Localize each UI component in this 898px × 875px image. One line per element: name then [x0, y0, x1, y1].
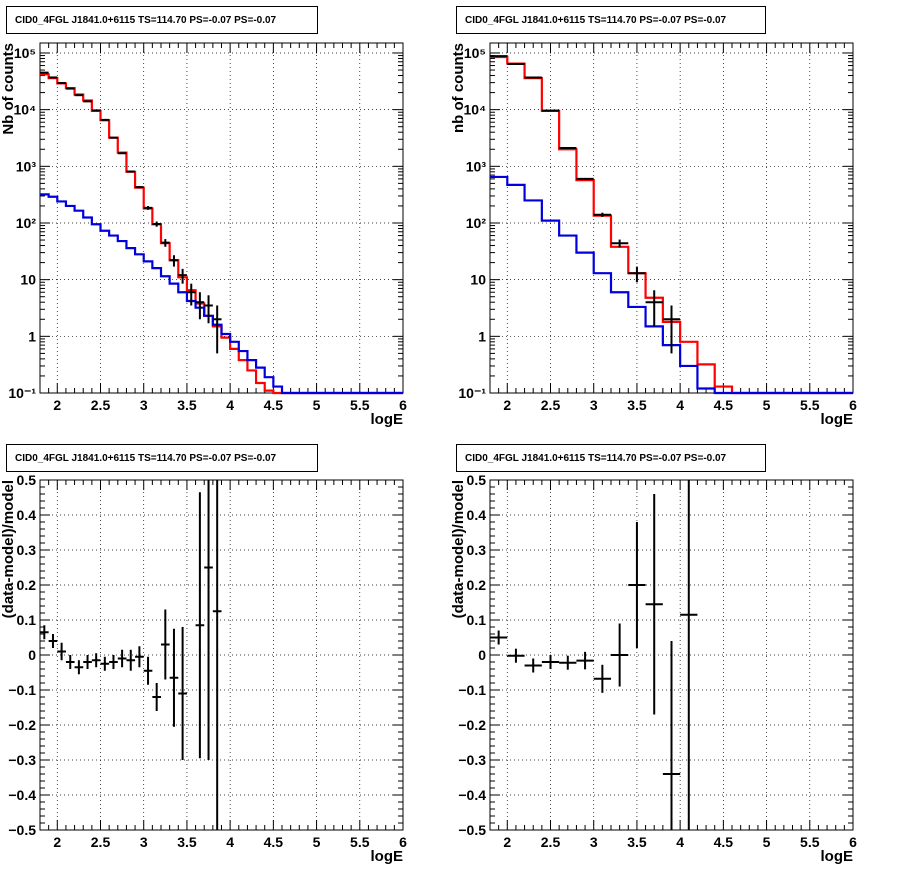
y-tick-label: 10 [20, 272, 36, 288]
y-tick-label: −0.2 [458, 717, 486, 733]
x-tick-label: 2.5 [541, 397, 561, 413]
y-tick-label: 0.2 [17, 577, 37, 593]
y-tick-label: 10³ [16, 158, 37, 174]
x-tick-label: 5 [313, 834, 321, 850]
plot-frame [39, 42, 404, 394]
y-tick-label: 1 [478, 328, 486, 344]
y-tick-label: 0.4 [17, 507, 37, 523]
x-tick-label: 4 [226, 397, 234, 413]
x-tick-label: 4.5 [264, 397, 284, 413]
y-tick-label: 0.3 [17, 542, 37, 558]
histogram-series-1 [40, 193, 403, 395]
y-tick-label: −0.1 [8, 682, 36, 698]
y-tick-label: 0.2 [467, 577, 487, 593]
x-tick-label: 2 [53, 834, 61, 850]
x-tick-label: 2 [503, 834, 511, 850]
y-tick-label: 10⁴ [14, 102, 37, 118]
y-tick-label: 0.5 [467, 472, 487, 488]
x-tick-label: 4 [226, 834, 234, 850]
plot-panel-3: 2 2.5 3 3.5 4 4.5 5 5.5 6 −0.5 −0.4 −0.3 −0.2 −0.1 0 0.… [450, 472, 857, 865]
y-tick-label: 10⁻¹ [8, 385, 36, 401]
y-tick-label: 0.5 [17, 472, 37, 488]
y-tick-label: 0.3 [467, 542, 487, 558]
x-tick-label: 5.5 [350, 834, 370, 850]
x-tick-label: 3.5 [177, 834, 197, 850]
y-tick-label: 0.1 [17, 612, 37, 628]
x-tick-label: 5 [763, 397, 771, 413]
x-axis-label: logE [821, 848, 854, 865]
y-tick-label: −0.1 [458, 682, 486, 698]
x-tick-label: 5 [313, 397, 321, 413]
x-tick-label: 6 [849, 834, 857, 850]
y-tick-label: −0.5 [458, 822, 486, 838]
x-tick-label: 3.5 [627, 397, 647, 413]
x-tick-label: 2 [53, 397, 61, 413]
y-tick-label: −0.2 [8, 717, 36, 733]
y-tick-label: 10⁵ [14, 45, 36, 61]
y-axis-label: (data-model)/model [0, 480, 17, 618]
title-box-bottom-left: CID0_4FGL J1841.0+6115 TS=114.70 PS=-0.0… [6, 444, 318, 472]
x-tick-label: 2.5 [91, 834, 111, 850]
y-tick-label: 0.4 [467, 507, 487, 523]
title-box-top-right: CID0_4FGL J1841.0+6115 TS=114.70 PS=-0.0… [456, 6, 766, 34]
title-box-top-left: CID0_4FGL J1841.0+6115 TS=114.70 PS=-0.0… [6, 6, 318, 34]
x-tick-label: 2 [503, 397, 511, 413]
y-tick-label: −0.4 [8, 787, 36, 803]
y-tick-label: −0.3 [8, 752, 36, 768]
x-tick-label: 4.5 [264, 834, 284, 850]
histogram-series-0 [40, 73, 403, 395]
y-tick-label: 1 [28, 328, 36, 344]
y-tick-label: 0 [28, 647, 36, 663]
y-tick-label: 10² [16, 215, 37, 231]
plot-panel-1: 2 2.5 3 3.5 4 4.5 5 5.5 6 10⁻¹ 1 10 10² 10³ 10⁴ 10⁵ logE… [450, 42, 857, 428]
x-tick-label: 3 [140, 834, 148, 850]
x-tick-label: 2.5 [541, 834, 561, 850]
x-tick-label: 3 [590, 834, 598, 850]
x-tick-label: 2.5 [91, 397, 111, 413]
x-tick-label: 5.5 [800, 834, 820, 850]
title-box-bottom-right: CID0_4FGL J1841.0+6115 TS=114.70 PS=-0.0… [456, 444, 766, 472]
x-tick-label: 6 [849, 397, 857, 413]
x-tick-label: 4 [676, 397, 684, 413]
x-tick-label: 5 [763, 834, 771, 850]
x-tick-label: 3 [140, 397, 148, 413]
x-tick-label: 4 [676, 834, 684, 850]
x-tick-label: 4.5 [714, 397, 734, 413]
x-axis-label: logE [371, 848, 404, 865]
x-tick-label: 5.5 [350, 397, 370, 413]
x-axis-label: logE [821, 411, 854, 428]
y-tick-label: 10² [466, 215, 487, 231]
x-axis-label: logE [371, 411, 404, 428]
y-tick-label: −0.5 [8, 822, 36, 838]
x-tick-label: 6 [399, 397, 407, 413]
y-tick-label: 10³ [466, 158, 487, 174]
y-tick-label: 10⁵ [464, 45, 486, 61]
histogram-series-1 [490, 175, 853, 395]
plot-panel-2: 2 2.5 3 3.5 4 4.5 5 5.5 6 −0.5 −0.4 −0.3 −0.2 −0.1 0 0.… [0, 472, 407, 865]
x-tick-label: 5.5 [800, 397, 820, 413]
x-tick-label: 3 [590, 397, 598, 413]
y-tick-label: 0.1 [467, 612, 487, 628]
x-tick-label: 4.5 [714, 834, 734, 850]
y-tick-label: 10⁴ [464, 102, 487, 118]
y-axis-label: Nb of counts [0, 43, 17, 135]
y-tick-label: −0.3 [458, 752, 486, 768]
x-tick-label: 6 [399, 834, 407, 850]
plot-panel-0: 2 2.5 3 3.5 4 4.5 5 5.5 6 10⁻¹ 1 10 10² 10³ 10⁴ 10⁵ logE… [0, 42, 407, 428]
x-tick-label: 3.5 [627, 834, 647, 850]
y-tick-label: 10⁻¹ [458, 385, 486, 401]
y-tick-label: 10 [470, 272, 486, 288]
y-axis-label: nb of counts [450, 43, 467, 133]
y-tick-label: 0 [478, 647, 486, 663]
y-tick-label: −0.4 [458, 787, 486, 803]
x-tick-label: 3.5 [177, 397, 197, 413]
y-axis-label: (data-model)/model [450, 480, 467, 618]
